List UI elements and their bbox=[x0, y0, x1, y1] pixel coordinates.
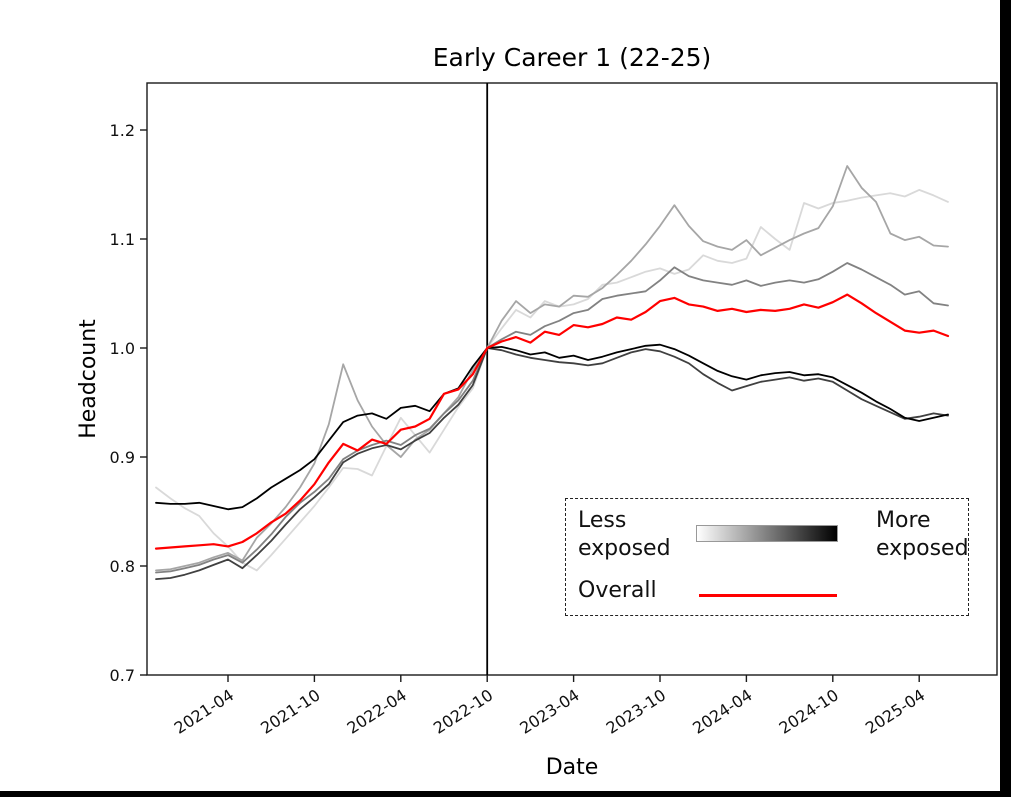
series-less-exposed-quintile-1- bbox=[155, 188, 949, 572]
y-tick-label: 0.9 bbox=[110, 448, 135, 467]
x-axis-label: Date bbox=[546, 755, 599, 780]
plot-border bbox=[146, 82, 998, 676]
legend-overall-line-swatch bbox=[699, 594, 837, 597]
x-tick-label: 2024-10 bbox=[776, 685, 842, 737]
legend-box: Less exposed More exposed Overall bbox=[565, 498, 969, 616]
x-tick-label: 2022-04 bbox=[344, 685, 410, 737]
series-quintile-4 bbox=[155, 347, 949, 580]
legend-less-exposed-label: Less exposed bbox=[578, 508, 671, 561]
legend-more-exposed-label: More exposed bbox=[876, 508, 969, 561]
y-tick-label: 1.1 bbox=[110, 230, 135, 249]
y-tick-label: 1.2 bbox=[110, 121, 135, 140]
window-edge-bottom bbox=[0, 791, 1011, 797]
y-tick-label: 1.0 bbox=[110, 339, 135, 358]
window-edge-right bbox=[1000, 0, 1011, 797]
y-tick-label: 0.8 bbox=[110, 557, 135, 576]
x-tick-label: 2025-04 bbox=[862, 685, 928, 737]
x-tick-label: 2022-10 bbox=[430, 685, 496, 737]
x-tick-label: 2023-04 bbox=[516, 685, 582, 737]
y-tick-label: 0.7 bbox=[110, 666, 135, 685]
exposure-gradient-bar bbox=[696, 525, 838, 542]
legend-overall-label: Overall bbox=[578, 578, 657, 603]
x-tick-label: 2021-04 bbox=[171, 685, 237, 737]
chart-title: Early Career 1 (22-25) bbox=[433, 43, 712, 72]
series-overall bbox=[154, 293, 950, 550]
x-tick-label: 2021-10 bbox=[257, 685, 323, 737]
series-quintile-3 bbox=[155, 262, 949, 574]
series-quintile-2 bbox=[155, 165, 949, 572]
y-axis-label: Headcount bbox=[76, 319, 101, 439]
x-tick-label: 2024-04 bbox=[689, 685, 755, 737]
x-tick-label: 2023-10 bbox=[603, 685, 669, 737]
series-more-exposed-quintile-5- bbox=[155, 343, 949, 511]
